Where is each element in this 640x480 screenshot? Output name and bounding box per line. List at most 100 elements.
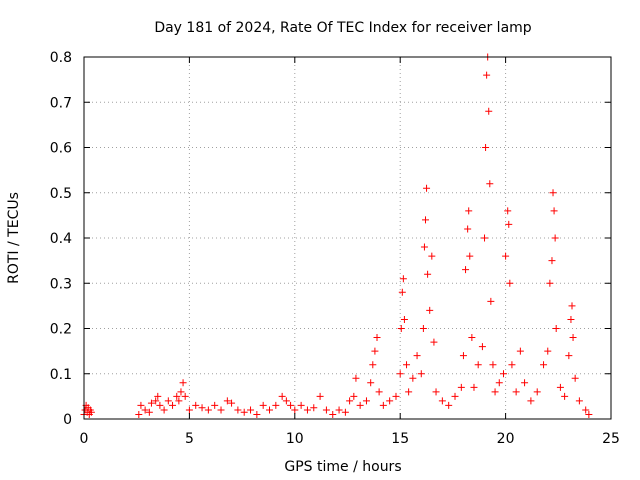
data-point: [426, 306, 434, 314]
data-point: [259, 401, 267, 409]
data-point: [386, 397, 394, 405]
x-tick-label: 15: [391, 431, 409, 447]
x-axis-label: GPS time / hours: [284, 459, 401, 475]
data-point: [303, 406, 311, 414]
data-point: [544, 347, 552, 355]
data-point: [516, 347, 524, 355]
y-axis-label: ROTI / TECUs: [6, 192, 22, 284]
data-point: [145, 408, 153, 416]
data-point: [568, 302, 576, 310]
data-point: [228, 399, 236, 407]
x-tick-label: 20: [497, 431, 515, 447]
data-point: [565, 352, 573, 360]
data-point: [156, 401, 164, 409]
data-point: [356, 401, 364, 409]
data-point: [432, 388, 440, 396]
data-point: [585, 410, 593, 418]
y-tick-label: 0: [63, 412, 72, 428]
data-point: [369, 361, 377, 369]
x-tick-label: 25: [602, 431, 620, 447]
data-point: [481, 234, 489, 242]
data-point: [486, 180, 494, 188]
data-point: [499, 370, 507, 378]
data-point: [540, 361, 548, 369]
data-point: [335, 406, 343, 414]
y-tick-label: 0.8: [50, 50, 72, 66]
data-point: [169, 401, 177, 409]
data-point: [147, 399, 155, 407]
grid-lines: [84, 57, 611, 419]
data-point: [405, 388, 413, 396]
data-point: [413, 352, 421, 360]
data-point: [367, 379, 375, 387]
data-point: [491, 388, 499, 396]
x-tick-label: 0: [80, 431, 89, 447]
data-point: [505, 220, 513, 228]
data-point: [346, 397, 354, 405]
data-point: [310, 404, 318, 412]
data-point: [424, 270, 432, 278]
data-point: [417, 370, 425, 378]
data-point: [550, 207, 558, 215]
data-point: [468, 334, 476, 342]
data-point: [247, 406, 255, 414]
data-point: [549, 189, 557, 197]
data-point: [527, 397, 535, 405]
data-point: [487, 297, 495, 305]
x-axis-ticks: 0 5 10 15 20 25: [80, 57, 620, 447]
y-tick-label: 0.7: [50, 95, 72, 111]
data-point: [457, 383, 465, 391]
data-point: [420, 243, 428, 251]
data-point: [266, 406, 274, 414]
y-axis-ticks: 0 0.1 0.2 0.3 0.4 0.5 0.6 0.7 0.8: [50, 50, 611, 428]
plot-frame: [83, 56, 612, 420]
data-point: [548, 257, 556, 265]
data-point: [164, 397, 172, 405]
data-point: [297, 401, 305, 409]
data-point: [438, 397, 446, 405]
data-point: [154, 392, 162, 400]
y-tick-label: 0.4: [50, 231, 72, 247]
data-point: [423, 184, 431, 192]
data-point: [179, 379, 187, 387]
data-point: [204, 406, 212, 414]
data-point: [322, 406, 330, 414]
data-point: [253, 410, 261, 418]
data-point: [87, 408, 95, 416]
data-point: [272, 401, 280, 409]
chart-title: Day 181 of 2024, Rate Of TEC Index for r…: [154, 20, 531, 36]
data-point: [430, 338, 438, 346]
data-point: [483, 71, 491, 79]
data-point: [466, 252, 474, 260]
data-point: [552, 325, 560, 332]
data-point: [373, 334, 381, 342]
data-point: [533, 388, 541, 396]
data-point: [316, 392, 324, 400]
data-point: [419, 325, 427, 332]
data-points: [80, 53, 593, 418]
data-point: [152, 397, 160, 405]
data-point: [567, 315, 575, 323]
data-point: [546, 279, 554, 287]
data-point: [392, 392, 400, 400]
data-point: [478, 343, 486, 351]
data-point: [569, 334, 577, 342]
data-point: [400, 315, 408, 323]
data-point: [551, 234, 559, 242]
y-tick-label: 0.6: [50, 141, 72, 157]
data-point: [291, 406, 299, 414]
y-tick-label: 0.5: [50, 186, 72, 202]
data-point: [173, 392, 181, 400]
data-point: [135, 410, 143, 418]
data-point: [278, 392, 286, 400]
data-point: [350, 392, 358, 400]
data-point: [403, 361, 411, 369]
data-point: [445, 401, 453, 409]
data-point: [175, 397, 183, 405]
data-point: [234, 406, 242, 414]
x-tick-label: 10: [286, 431, 304, 447]
data-point: [371, 347, 379, 355]
data-point: [192, 401, 200, 409]
data-point: [329, 410, 337, 418]
